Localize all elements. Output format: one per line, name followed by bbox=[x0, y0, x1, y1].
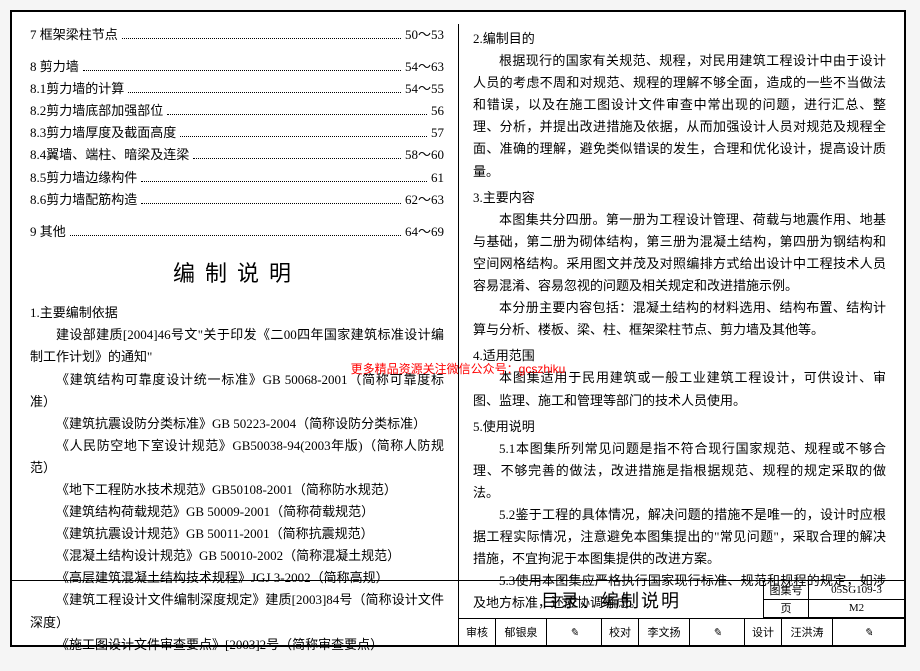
paragraph: 本分册主要内容包括：混凝土结构的材料选用、结构布置、结构计算与分析、楼板、梁、柱… bbox=[473, 297, 886, 341]
reference-item: 《建筑抗震设计规范》GB 50011-2001（简称抗震规范） bbox=[30, 523, 444, 545]
toc-leader-dots bbox=[83, 70, 401, 71]
toc-label: 8.1剪力墙的计算 bbox=[30, 78, 124, 100]
code-value: 05SG109-3 bbox=[809, 581, 904, 599]
toc-page: 50～53 bbox=[405, 24, 444, 46]
section-heading: 5.使用说明 bbox=[473, 416, 886, 438]
code-label: 图集号 bbox=[764, 581, 809, 599]
toc-label: 8.2剪力墙底部加强部位 bbox=[30, 100, 163, 122]
right-column: 2.编制目的根据现行的国家有关规范、规程，对民用建筑工程设计中由于设计人员的考虑… bbox=[458, 24, 886, 584]
toc-leader-dots bbox=[70, 235, 401, 236]
paragraph: 本图集共分四册。第一册为工程设计管理、荷载与地震作用、地基与基础，第二册为砌体结… bbox=[473, 209, 886, 297]
table-of-contents: 7 框架梁柱节点50～538 剪力墙54～638.1剪力墙的计算54～558.2… bbox=[30, 24, 444, 243]
title-block-inner: 目录、编制说明 图集号 05SG109-3 页 M2 审核 郁银泉 ✎ 校对 bbox=[458, 581, 904, 645]
reference-item: 《地下工程防水技术规范》GB50108-2001（简称防水规范） bbox=[30, 479, 444, 501]
toc-label: 8.4翼墙、端柱、暗梁及连梁 bbox=[30, 144, 189, 166]
paragraph: 根据现行的国家有关规范、规程，对民用建筑工程设计中由于设计人员的考虑不周和对规范… bbox=[473, 50, 886, 183]
toc-line: 8.4翼墙、端柱、暗梁及连梁 58～60 bbox=[30, 144, 444, 166]
reference-item: 《人民防空地下室设计规范》GB50038-94(2003年版)（简称人防规范） bbox=[30, 435, 444, 479]
toc-leader-dots bbox=[141, 181, 427, 182]
paragraph: 5.1本图集所列常见问题是指不符合现行国家规范、规程或不够合理、不够完善的做法，… bbox=[473, 438, 886, 504]
toc-page: 54～63 bbox=[405, 56, 444, 78]
sign-name-1: 李文扬 bbox=[639, 619, 690, 645]
sign-role-1: 校对 bbox=[602, 619, 639, 645]
toc-leader-dots bbox=[167, 114, 427, 115]
toc-leader-dots bbox=[193, 158, 401, 159]
section-heading: 2.编制目的 bbox=[473, 28, 886, 50]
toc-label: 7 框架梁柱节点 bbox=[30, 24, 118, 46]
sign-name-2: 汪洪涛 bbox=[782, 619, 833, 645]
toc-leader-dots bbox=[122, 38, 401, 39]
toc-line: 8.2剪力墙底部加强部位 56 bbox=[30, 100, 444, 122]
toc-label: 8 剪力墙 bbox=[30, 56, 79, 78]
toc-leader-dots bbox=[180, 136, 427, 137]
reference-item: 《混凝土结构设计规范》GB 50010-2002（简称混凝土规范） bbox=[30, 545, 444, 567]
toc-leader-dots bbox=[128, 92, 401, 93]
toc-label: 8.3剪力墙厚度及截面高度 bbox=[30, 122, 176, 144]
toc-page: 62～63 bbox=[405, 189, 444, 211]
reference-item: 《建筑结构荷载规范》GB 50009-2001（简称荷载规范） bbox=[30, 501, 444, 523]
document-page: 更多精品资源关注微信公众号：gcszhiku 7 框架梁柱节点50～538 剪力… bbox=[10, 10, 906, 647]
toc-line: 7 框架梁柱节点 50～53 bbox=[30, 24, 444, 46]
toc-gap bbox=[30, 211, 444, 221]
section-heading: 3.主要内容 bbox=[473, 187, 886, 209]
toc-line: 8.1剪力墙的计算 54～55 bbox=[30, 78, 444, 100]
sign-role-0: 审核 bbox=[459, 619, 496, 645]
paragraph: 本图集适用于民用建筑或一般工业建筑工程设计，可供设计、审图、监理、施工和管理等部… bbox=[473, 367, 886, 411]
toc-gap bbox=[30, 46, 444, 56]
toc-line: 9 其他 64～69 bbox=[30, 221, 444, 243]
toc-page: 57 bbox=[431, 122, 444, 144]
sign-sig-0: ✎ bbox=[547, 619, 602, 645]
drawing-title: 目录、编制说明 bbox=[459, 581, 763, 618]
toc-line: 8.5剪力墙边缘构件 61 bbox=[30, 167, 444, 189]
sign-sig-2: ✎ bbox=[833, 619, 904, 645]
title-block: 目录、编制说明 图集号 05SG109-3 页 M2 审核 郁银泉 ✎ 校对 bbox=[12, 580, 904, 645]
title-row: 目录、编制说明 图集号 05SG109-3 页 M2 bbox=[459, 581, 904, 619]
right-sections: 2.编制目的根据现行的国家有关规范、规程，对民用建筑工程设计中由于设计人员的考虑… bbox=[473, 28, 886, 614]
toc-line: 8 剪力墙 54～63 bbox=[30, 56, 444, 78]
reference-item: 建设部建质[2004]46号文"关于印发《二00四年国家建筑标准设计编制工作计划… bbox=[30, 324, 444, 368]
sign-name-0: 郁银泉 bbox=[496, 619, 547, 645]
signature-row: 审核 郁银泉 ✎ 校对 李文扬 ✎ 设计 汪洪涛 ✎ bbox=[459, 619, 904, 645]
toc-page: 54～55 bbox=[405, 78, 444, 100]
toc-page: 58～60 bbox=[405, 144, 444, 166]
section-big-title: 编制说明 bbox=[30, 255, 444, 292]
reference-item: 《建筑抗震设防分类标准》GB 50223-2004（简称设防分类标准） bbox=[30, 413, 444, 435]
paragraph: 5.2鉴于工程的具体情况，解决问题的措施不是唯一的，设计时应根据工程实际情况，注… bbox=[473, 504, 886, 570]
toc-label: 8.6剪力墙配筋构造 bbox=[30, 189, 137, 211]
toc-leader-dots bbox=[141, 203, 401, 204]
toc-page: 61 bbox=[431, 167, 444, 189]
toc-label: 8.5剪力墙边缘构件 bbox=[30, 167, 137, 189]
sign-sig-1: ✎ bbox=[690, 619, 745, 645]
sign-role-2: 设计 bbox=[745, 619, 782, 645]
toc-page: 56 bbox=[431, 100, 444, 122]
left-column: 7 框架梁柱节点50～538 剪力墙54～638.1剪力墙的计算54～558.2… bbox=[30, 24, 458, 584]
two-column-layout: 7 框架梁柱节点50～538 剪力墙54～638.1剪力墙的计算54～558.2… bbox=[30, 24, 886, 584]
toc-line: 8.3剪力墙厚度及截面高度 57 bbox=[30, 122, 444, 144]
page-label: 页 bbox=[764, 600, 809, 618]
toc-line: 8.6剪力墙配筋构造 62～63 bbox=[30, 189, 444, 211]
toc-label: 9 其他 bbox=[30, 221, 66, 243]
page-value: M2 bbox=[809, 600, 904, 618]
heading-1: 1.主要编制依据 bbox=[30, 302, 444, 324]
section-heading: 4.适用范围 bbox=[473, 345, 886, 367]
toc-page: 64～69 bbox=[405, 221, 444, 243]
reference-item: 《建筑结构可靠度设计统一标准》GB 50068-2001（简称可靠度标准） bbox=[30, 369, 444, 413]
code-block: 图集号 05SG109-3 页 M2 bbox=[763, 581, 904, 618]
